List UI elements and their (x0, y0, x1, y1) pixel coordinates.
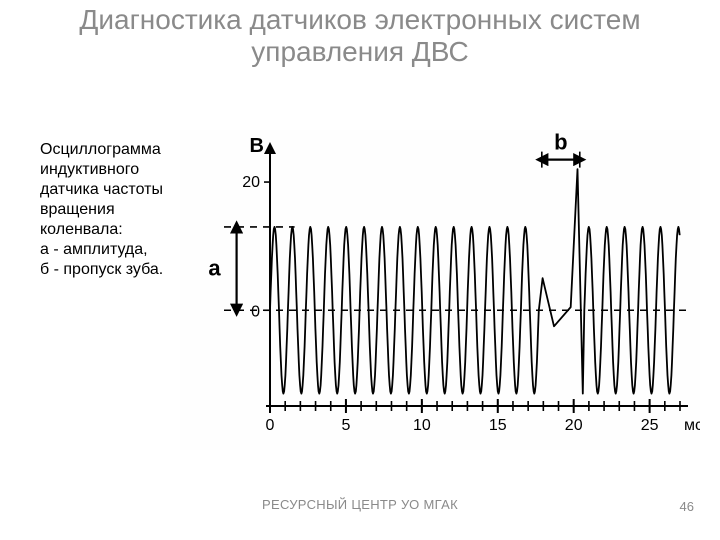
svg-text:В: В (250, 135, 264, 157)
footer-text: РЕСУРСНЫЙ ЦЕНТР УО МГАК (0, 497, 720, 512)
svg-text:b: b (554, 130, 567, 155)
caption-line: датчика частоты (40, 181, 163, 198)
page-number: 46 (680, 499, 694, 514)
svg-text:20: 20 (565, 417, 583, 434)
page-title: Диагностика датчиков электронных систем … (0, 4, 720, 68)
oscillogram-svg: 0 5 10 15 20 25 мсек 0 20 Вa b (180, 130, 700, 450)
svg-text:a: a (208, 256, 221, 281)
svg-text:5: 5 (341, 417, 350, 434)
svg-text:0: 0 (251, 303, 260, 320)
caption-line: Осциллограмма (40, 141, 161, 158)
svg-text:0: 0 (266, 417, 275, 434)
oscillogram-chart: 0 5 10 15 20 25 мсек 0 20 Вa b (180, 130, 700, 450)
caption-line: индуктивного (40, 161, 139, 178)
caption-line: б - пропуск зуба. (40, 261, 163, 278)
svg-text:20: 20 (242, 174, 260, 191)
svg-text:15: 15 (489, 417, 507, 434)
svg-text:мсек: мсек (684, 417, 700, 434)
caption-line: вращения (40, 201, 115, 218)
caption-line: коленвала: (40, 221, 123, 238)
svg-text:10: 10 (413, 417, 431, 434)
svg-text:25: 25 (641, 417, 659, 434)
caption-line: а - амплитуда, (40, 241, 148, 258)
